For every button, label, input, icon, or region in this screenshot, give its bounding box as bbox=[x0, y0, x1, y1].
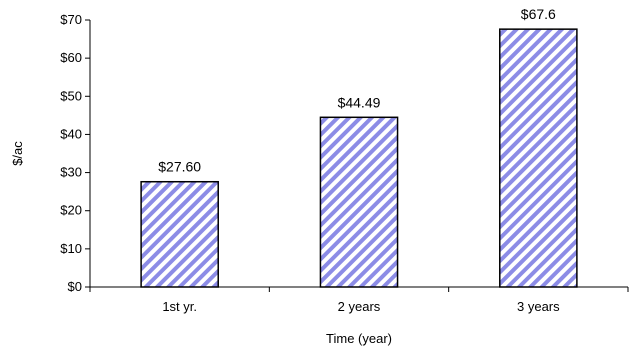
y-tick-label: $60 bbox=[60, 50, 82, 65]
bar bbox=[319, 116, 399, 288]
y-axis-title: $/ac bbox=[10, 141, 25, 166]
y-tick-label: $40 bbox=[60, 126, 82, 141]
y-tick-label: $0 bbox=[68, 279, 82, 294]
bar bbox=[499, 28, 578, 288]
data-label: $67.6 bbox=[521, 6, 556, 22]
y-tick-label: $20 bbox=[60, 203, 82, 218]
y-tick-label: $10 bbox=[60, 241, 82, 256]
x-tick-label: 2 years bbox=[338, 299, 381, 314]
y-tick-label: $70 bbox=[60, 12, 82, 27]
y-tick-label: $50 bbox=[60, 88, 82, 103]
x-tick-label: 1st yr. bbox=[162, 299, 197, 314]
y-tick-label: $30 bbox=[60, 165, 82, 180]
data-label: $27.60 bbox=[158, 159, 201, 175]
bar bbox=[140, 180, 219, 288]
x-tick-label: 3 years bbox=[517, 299, 560, 314]
x-axis-title: Time (year) bbox=[326, 331, 392, 346]
y-axis: $0 $10 $20 $30 $40 $50 $60 $70 bbox=[60, 12, 91, 294]
x-axis: 1st yr. 2 years 3 years bbox=[89, 286, 629, 314]
data-label: $44.49 bbox=[338, 94, 381, 110]
